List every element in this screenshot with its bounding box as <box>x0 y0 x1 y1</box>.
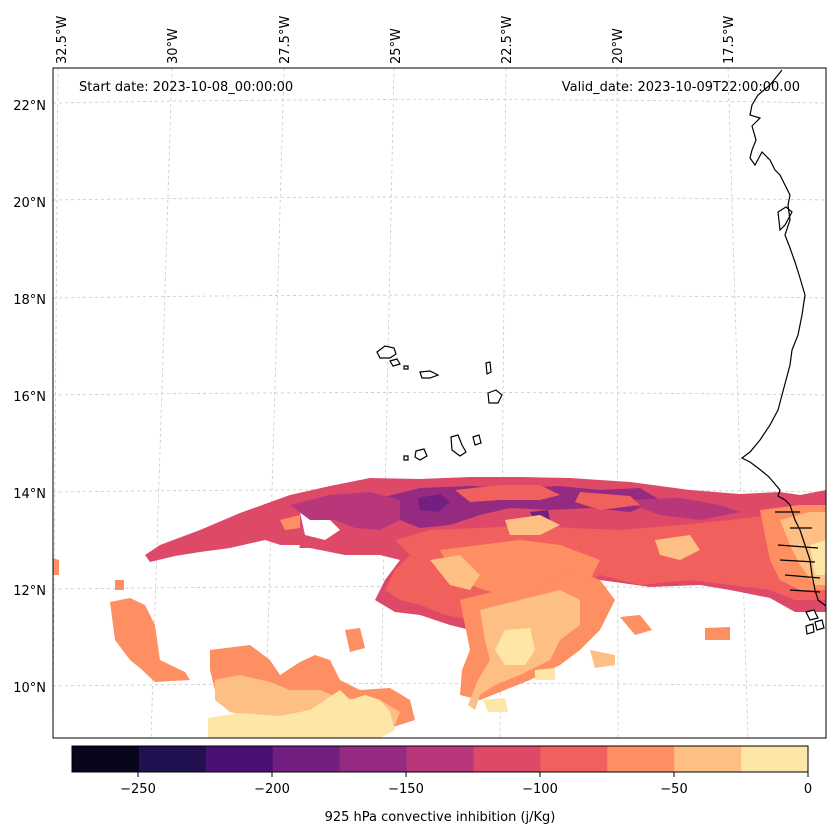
contour-dark-purple <box>418 494 450 512</box>
lat-label: 12°N <box>13 584 46 599</box>
contour-yellow-4 <box>810 540 826 575</box>
colorbar-bin <box>473 746 541 772</box>
coast-africa <box>740 69 827 607</box>
contour-red-2 <box>455 485 560 502</box>
contour-orange-8 <box>620 615 652 635</box>
lat-label: 20°N <box>13 196 46 211</box>
contour-peach-5 <box>590 650 615 668</box>
gridline-lat-22 <box>52 99 827 104</box>
colorbar-bin <box>540 746 608 772</box>
colorbar <box>71 745 809 773</box>
colorbar-ticks: −250 −200 −150 −100 −50 0 <box>120 772 812 797</box>
lon-labels: 32.5°W 30°W 27.5°W 25°W 22.5°W 20°W 17.5… <box>55 16 737 64</box>
colorbar-bin <box>138 746 207 772</box>
contour-yellow-3 <box>535 668 555 680</box>
colorbar-tick-label: −100 <box>522 782 558 797</box>
island-santa-luzia <box>403 365 409 370</box>
contour-orange-4 <box>110 598 190 682</box>
colorbar-bin <box>607 746 675 772</box>
coastlines <box>376 69 827 635</box>
contour-orange-10 <box>115 580 124 590</box>
contour-yellow-5 <box>483 698 508 712</box>
colorbar-tick-label: −250 <box>120 782 156 797</box>
contour-hole-3 <box>280 545 300 552</box>
colorbar-bin <box>741 746 809 772</box>
contour-orange-7 <box>345 628 365 652</box>
colorbar-bin <box>205 746 274 772</box>
lon-label: 17.5°W <box>722 16 737 64</box>
lon-label: 30°W <box>166 28 181 64</box>
lon-label: 27.5°W <box>278 16 293 64</box>
gridline-lon-27-5 <box>264 67 285 739</box>
lon-label: 25°W <box>389 28 404 64</box>
cin-contours <box>53 477 826 738</box>
lon-label: 22.5°W <box>500 16 515 64</box>
contour-peach-6 <box>505 515 560 535</box>
colorbar-tick-label: −150 <box>388 782 424 797</box>
lon-label: 32.5°W <box>55 16 70 64</box>
colorbar-bin <box>674 746 742 772</box>
coast-bijagos-2 <box>814 619 825 631</box>
colorbar-frame <box>71 745 809 773</box>
lat-label: 10°N <box>13 681 46 696</box>
contour-red-3 <box>575 492 640 510</box>
lat-label: 22°N <box>13 99 46 114</box>
lat-label: 18°N <box>13 293 46 308</box>
contour-orange-6 <box>280 515 300 530</box>
lat-label: 16°N <box>13 390 46 405</box>
contour-peach-7 <box>655 535 700 560</box>
colorbar-bin <box>72 746 140 772</box>
contour-orange-9 <box>705 627 730 640</box>
island-santiago <box>450 434 467 457</box>
colorbar-bin <box>272 746 341 772</box>
colorbar-tick-label: −200 <box>254 782 290 797</box>
island-fogo <box>414 448 428 461</box>
gridline-lon-32-5 <box>52 67 59 731</box>
colorbar-bin <box>339 746 408 772</box>
lon-label: 20°W <box>611 28 626 64</box>
contour-yellow-1 <box>495 628 535 665</box>
coast-bijagos <box>805 609 819 621</box>
gridline-lon-17-5 <box>727 67 749 739</box>
contour-left-edge <box>53 558 59 575</box>
contour-magenta-2 <box>620 498 740 520</box>
gridline-lat-10 <box>52 683 827 687</box>
island-boa-vista <box>487 389 503 404</box>
island-sao-vicente <box>389 358 401 367</box>
island-sao-nicolau <box>419 370 440 379</box>
gridline-lat-20 <box>52 196 827 201</box>
lat-labels: 22°N 20°N 18°N 16°N 14°N 12°N 10°N <box>13 99 46 696</box>
island-sal <box>485 361 492 375</box>
gridline-lon-25 <box>379 67 395 739</box>
contour-yellow-2 <box>208 690 395 738</box>
colorbar-tick-label: 0 <box>804 782 812 797</box>
colorbar-bin <box>406 746 474 772</box>
contour-magenta-1 <box>290 492 400 530</box>
map-frame <box>52 67 827 739</box>
island-maio <box>472 434 482 446</box>
valid-date-label: Valid_date: 2023-10-09T22:00:00.00 <box>562 80 800 95</box>
coast-bijagos-3 <box>805 623 815 635</box>
colorbar-tick-label: −50 <box>660 782 687 797</box>
gridline-lat-18 <box>52 294 827 299</box>
gridline-lon-20 <box>616 67 619 739</box>
colorbar-label: 925 hPa convective inhibition (j/Kg) <box>325 810 556 825</box>
gridline-lat-16 <box>52 392 827 396</box>
start-date-label: Start date: 2023-10-08_00:00:00 <box>79 80 293 95</box>
contour-peach-2 <box>430 555 480 590</box>
lat-label: 14°N <box>13 487 46 502</box>
island-brava <box>403 455 409 461</box>
island-santo-antao <box>376 345 397 359</box>
coast-island-canary <box>777 206 793 232</box>
coast-senegambia <box>775 511 821 593</box>
